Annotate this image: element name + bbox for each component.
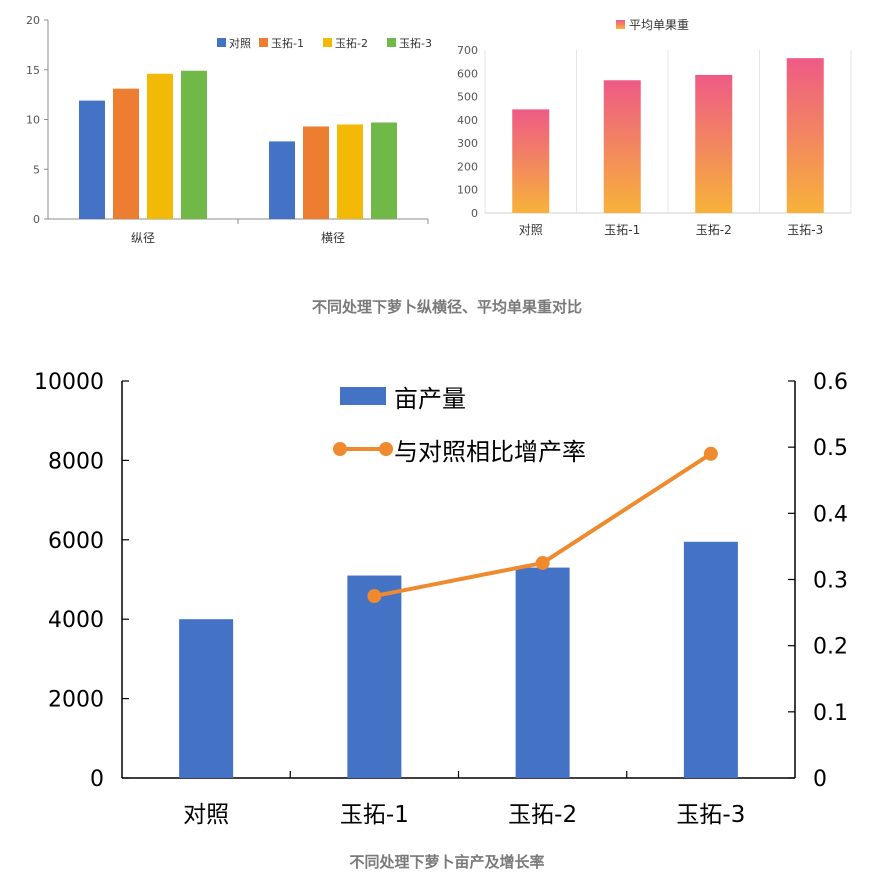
y-tick-label: 500: [457, 91, 478, 104]
right-y-tick-label: 0: [813, 767, 827, 792]
bar-对照-纵径: [79, 100, 105, 219]
legend-swatch: [616, 20, 625, 29]
right-y-tick-label: 0.2: [813, 635, 848, 660]
bar-玉拓-3-横径: [371, 122, 397, 219]
legend-swatch: [387, 38, 396, 47]
y-tick-label: 0: [471, 207, 478, 220]
right-y-tick-label: 0.4: [813, 502, 848, 527]
right-y-tick-label: 0.1: [813, 701, 848, 726]
bar-玉拓-3: [786, 58, 824, 214]
right-y-tick-label: 0.6: [813, 370, 848, 395]
bar-玉拓-2-横径: [337, 124, 363, 219]
bar-玉拓-1-横径: [303, 126, 329, 219]
y-tick-label: 200: [457, 160, 478, 173]
left-y-tick-label: 10000: [34, 370, 104, 395]
left-y-tick-label: 2000: [48, 688, 104, 713]
x-category-label: 玉拓-1: [604, 223, 640, 237]
legend-label: 平均单果重: [629, 18, 689, 32]
y-tick-label: 0: [33, 213, 40, 226]
bar-对照: [512, 109, 550, 213]
yield-chart: 0 2000 4000 6000 8000 10000 0 0.1 0.2 0.3 0.4 0.5 0.…: [34, 370, 848, 828]
x-category-label: 纵径: [131, 231, 155, 245]
left-y-tick-label: 0: [90, 767, 104, 792]
growth-rate-point: [703, 446, 718, 461]
legend-label-bar: 亩产量: [394, 385, 466, 413]
left-y-tick-label: 4000: [48, 608, 104, 633]
yield-bar-玉拓-3: [683, 541, 738, 778]
x-category-label: 玉拓-2: [508, 802, 577, 828]
x-category-label: 玉拓-3: [676, 802, 745, 828]
figure-caption-top: 不同处理下萝卜纵横径、平均单果重对比: [311, 298, 582, 316]
growth-rate-point: [367, 589, 382, 604]
y-tick-label: 5: [33, 163, 40, 176]
diameter-chart: 0 5 10 15 20 纵径 横径 对照 玉拓-1 玉拓-2 玉拓-3: [26, 14, 432, 245]
x-category-label: 横径: [321, 231, 345, 245]
legend-swatch: [217, 38, 226, 47]
x-category-label: 玉拓-1: [340, 802, 409, 828]
legend-label: 玉拓-3: [399, 36, 432, 50]
bar-玉拓-2: [695, 74, 733, 213]
growth-rate-point: [535, 555, 550, 570]
x-category-label: 玉拓-3: [787, 223, 823, 237]
y-tick-label: 10: [26, 114, 40, 127]
right-y-tick-label: 0.3: [813, 569, 848, 594]
left-y-tick-label: 6000: [48, 529, 104, 554]
bar-玉拓-1-纵径: [113, 88, 139, 219]
y-tick-label: 20: [26, 14, 40, 27]
left-y-tick-label: 8000: [48, 449, 104, 474]
fruit-weight-chart: 0 100 200 300 400 500 600 700 对照 玉拓-1 玉拓-2 玉拓-3 平均单果…: [457, 18, 852, 237]
x-category-label: 对照: [519, 223, 543, 237]
yield-bar-对照: [179, 619, 234, 778]
legend-swatch-bar: [340, 387, 386, 405]
bar-对照-横径: [269, 141, 295, 219]
y-tick-label: 600: [457, 67, 478, 80]
y-tick-label: 300: [457, 137, 478, 150]
y-tick-label: 100: [457, 184, 478, 197]
legend-line-marker: [333, 442, 347, 456]
bar-玉拓-1: [603, 80, 641, 214]
x-category-label: 对照: [183, 802, 229, 828]
legend-label: 对照: [229, 36, 251, 50]
bar-玉拓-2-纵径: [147, 73, 173, 219]
yield-bar-玉拓-2: [515, 567, 570, 778]
bar-玉拓-3-纵径: [181, 70, 207, 220]
legend-label: 玉拓-2: [335, 36, 368, 50]
y-tick-label: 15: [26, 64, 40, 77]
right-y-tick-label: 0.5: [813, 436, 848, 461]
legend-swatch: [323, 38, 332, 47]
legend-swatch: [259, 38, 268, 47]
y-tick-label: 400: [457, 114, 478, 127]
yield-bar-玉拓-1: [347, 575, 402, 778]
legend-line-marker: [379, 442, 393, 456]
x-category-label: 玉拓-2: [696, 223, 732, 237]
y-tick-label: 700: [457, 44, 478, 57]
legend-label-line: 与对照相比增产率: [394, 438, 586, 466]
legend-label: 玉拓-1: [271, 36, 304, 50]
figure-caption-bottom: 不同处理下萝卜亩产及增长率: [349, 853, 545, 871]
